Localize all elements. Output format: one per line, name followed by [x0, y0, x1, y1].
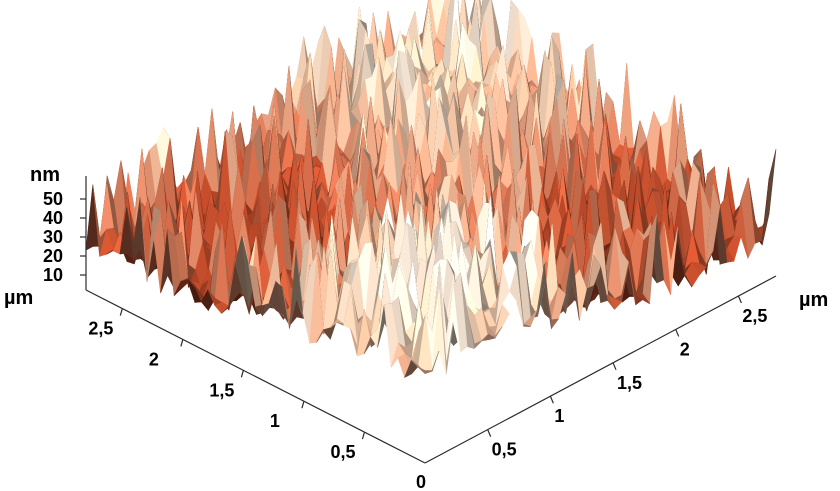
y-axis-ticks: 0,5 1 1,5 2 2,5: [88, 308, 366, 462]
y-tick-label: 0,5: [330, 442, 355, 462]
z-tick-label: 40: [43, 208, 63, 228]
x-axis-unit-label: µm: [799, 289, 828, 311]
x-tick: [549, 395, 554, 404]
x-axis-ticks: 0,5 1 1,5 2 2,5: [487, 295, 767, 460]
surface-facet: [441, 0, 446, 6]
x-tick-label: 2: [680, 339, 690, 359]
y-tick-label: 2: [149, 349, 159, 369]
x-tick: [487, 429, 492, 437]
x-tick-label: 0,5: [492, 440, 517, 460]
surface-plot: [85, 0, 777, 379]
z-tick-label: 50: [43, 189, 63, 209]
surface-facet: [761, 149, 777, 245]
z-tick-label: 10: [43, 265, 63, 285]
x-axis-line: [424, 275, 777, 464]
y-tick: [119, 308, 123, 316]
y-tick: [301, 401, 305, 409]
surface-facet: [85, 184, 101, 251]
x-tick: [737, 295, 742, 304]
z-tick-label: 30: [43, 227, 63, 247]
z-tick-label: 20: [43, 246, 63, 266]
y-tick: [361, 431, 366, 440]
x-tick: [612, 362, 617, 371]
z-axis-unit-label: nm: [30, 164, 60, 186]
y-tick-label: 2,5: [88, 319, 113, 339]
y-tick-label: 1: [270, 411, 280, 431]
x-tick-label: 1: [554, 406, 564, 426]
y-axis-unit-label: µm: [4, 287, 33, 309]
x-tick: [675, 329, 680, 337]
y-axis-line: [85, 289, 426, 464]
y-tick: [240, 370, 244, 378]
x-tick-label: 2,5: [742, 306, 767, 326]
surface-facet: [619, 62, 634, 149]
y-tick-label: 1,5: [209, 380, 234, 400]
x-tick-label: 1,5: [617, 373, 642, 393]
surface-facet: [417, 366, 433, 374]
origin-label: 0: [416, 472, 426, 491]
y-tick: [180, 339, 184, 347]
